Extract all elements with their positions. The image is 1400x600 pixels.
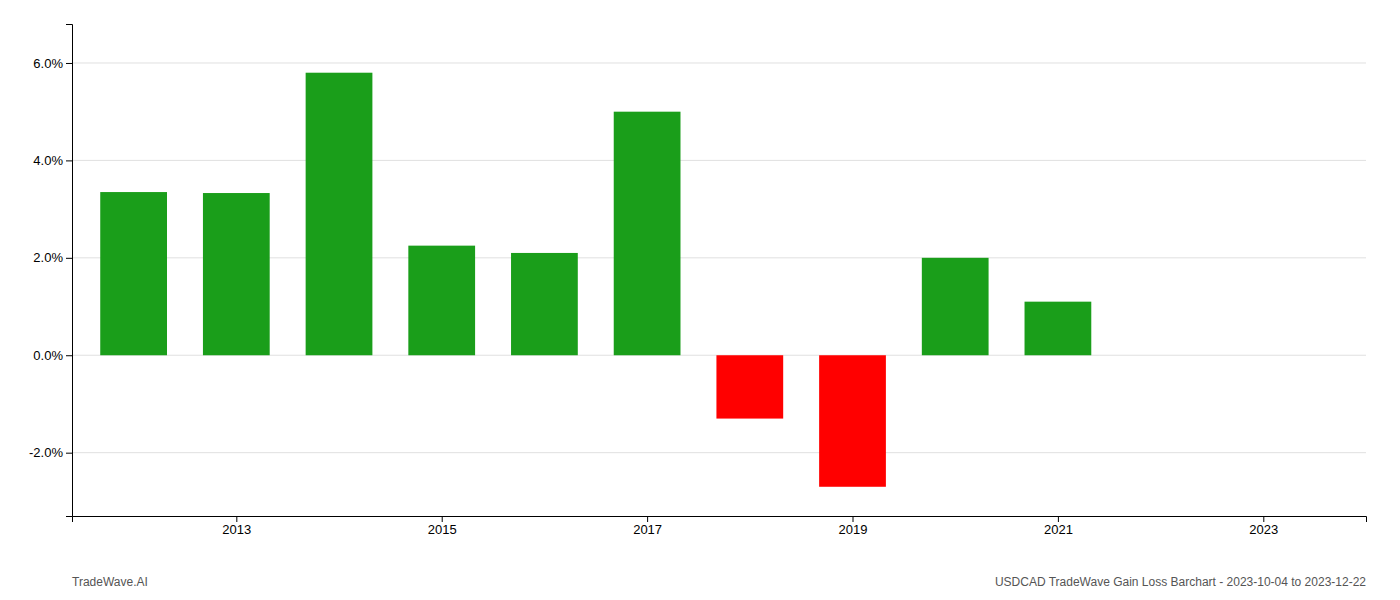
x-tick: 2015 [428, 516, 457, 537]
y-tick: -2.0% [29, 445, 72, 460]
bar [716, 355, 783, 418]
y-axis-line [66, 25, 73, 517]
x-tick: 2013 [222, 516, 251, 537]
x-tick-mark [236, 516, 237, 522]
x-tick-mark [1058, 516, 1059, 522]
x-tick-mark [1263, 516, 1264, 522]
y-tick-label: 4.0% [33, 153, 63, 168]
grid-line [72, 62, 1366, 63]
grid-line [72, 160, 1366, 161]
x-tick-label: 2017 [633, 522, 662, 537]
bar [306, 73, 373, 356]
y-tick-label: 6.0% [33, 56, 63, 71]
x-tick-mark [853, 516, 854, 522]
x-tick: 2017 [633, 516, 662, 537]
footer: TradeWave.AI USDCAD TradeWave Gain Loss B… [72, 575, 1366, 589]
bar [1025, 302, 1092, 356]
grid-line [72, 452, 1366, 453]
bars [100, 73, 1091, 487]
footer-text: TradeWave.AI [72, 575, 148, 589]
bar [100, 192, 167, 355]
chart: 2013 2015 2017 2019 2021 2023 -2.0% 0.0% 2.0% 4.0… [0, 0, 1400, 600]
y-tick: 4.0% [33, 153, 72, 168]
x-axis: 2013 2015 2017 2019 2021 2023 [73, 516, 1367, 537]
x-tick-mark [442, 516, 443, 522]
bar [511, 253, 578, 355]
y-tick-mark [66, 258, 72, 259]
x-tick: 2019 [839, 516, 868, 537]
x-tick-label: 2013 [222, 522, 251, 537]
y-tick-mark [66, 160, 72, 161]
x-tick-label: 2019 [839, 522, 868, 537]
x-tick-label: 2023 [1249, 522, 1278, 537]
x-axis-line [73, 517, 1367, 523]
x-tick: 2021 [1044, 516, 1073, 537]
y-tick: 0.0% [33, 348, 72, 363]
bar [203, 193, 270, 355]
y-axis: -2.0% 0.0% 2.0% 4.0% 6.0% [29, 25, 72, 517]
y-tick-mark [66, 63, 72, 64]
y-tick-label: 2.0% [33, 250, 63, 265]
grid [72, 63, 1366, 453]
y-tick-mark [66, 453, 72, 454]
y-tick: 6.0% [33, 56, 72, 71]
footer-text: USDCAD TradeWave Gain Loss Barchart - 20… [995, 575, 1366, 589]
x-tick-mark [647, 516, 648, 522]
x-tick-label: 2015 [428, 522, 457, 537]
bar [819, 355, 886, 487]
y-tick-label: 0.0% [33, 348, 63, 363]
x-tick: 2023 [1249, 516, 1278, 537]
bar [408, 246, 475, 356]
y-tick-mark [66, 355, 72, 356]
x-tick-label: 2021 [1044, 522, 1073, 537]
bar [614, 112, 681, 356]
y-tick: 2.0% [33, 250, 72, 265]
bar [922, 258, 989, 355]
y-tick-label: -2.0% [29, 445, 63, 460]
